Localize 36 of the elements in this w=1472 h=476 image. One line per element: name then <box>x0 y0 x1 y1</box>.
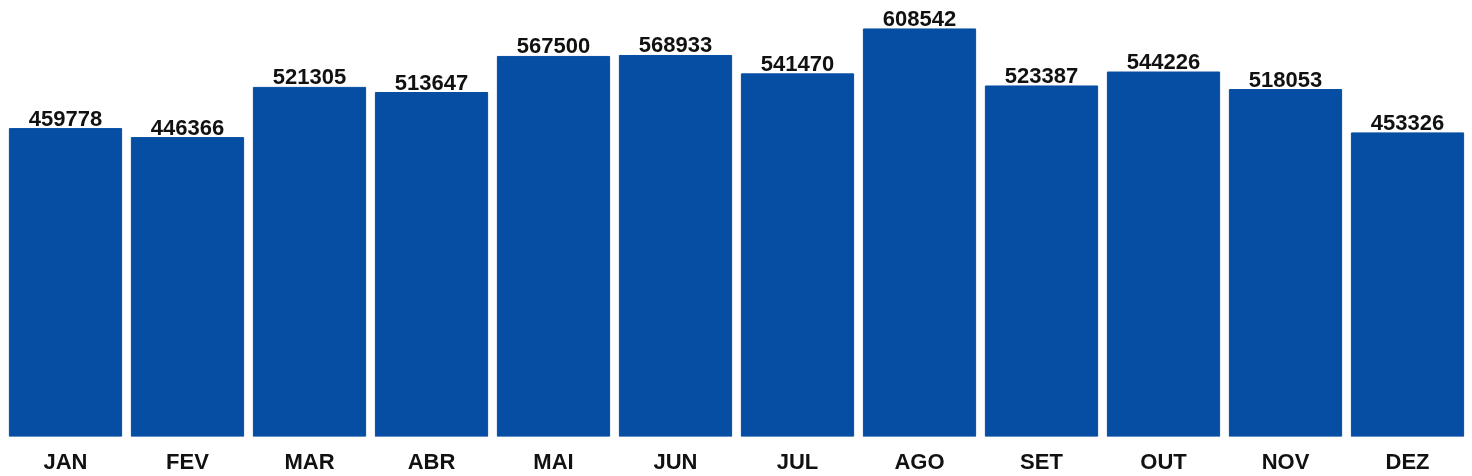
data-label: 568933 <box>638 32 713 58</box>
x-tick-label: ABR <box>407 448 456 474</box>
data-label: 459778 <box>28 105 103 131</box>
data-label: 608542 <box>882 5 957 31</box>
x-tick-label: MAI <box>533 448 574 474</box>
x-tick-label: NOV <box>1261 448 1310 474</box>
x-tick-label: JUN <box>653 448 698 474</box>
x-tick-label: JUL <box>776 448 819 474</box>
data-label: 521305 <box>272 64 347 90</box>
bar <box>374 92 489 437</box>
bar <box>1106 71 1221 437</box>
bar <box>618 54 733 437</box>
bar <box>8 128 123 437</box>
bar <box>1228 89 1343 437</box>
data-label: 446366 <box>150 114 225 140</box>
x-tick-label: OUT <box>1140 448 1188 474</box>
x-tick-label: SET <box>1020 448 1064 474</box>
x-tick-label: FEV <box>166 448 210 474</box>
data-label: 453326 <box>1370 109 1445 135</box>
data-label: 523387 <box>1004 62 1079 88</box>
x-tick-label: DEZ <box>1385 448 1430 474</box>
bar <box>496 55 611 437</box>
bar <box>1350 132 1465 437</box>
bar <box>984 85 1099 437</box>
data-label: 544226 <box>1126 49 1201 75</box>
bar <box>862 28 977 437</box>
data-label: 541470 <box>760 50 835 76</box>
data-label: 518053 <box>1248 66 1323 92</box>
bar <box>740 73 855 437</box>
x-tick-label: JAN <box>43 448 88 474</box>
bar <box>252 86 367 437</box>
data-label: 513647 <box>394 69 469 95</box>
x-tick-label: AGO <box>894 448 945 474</box>
bar <box>130 137 245 437</box>
data-label: 567500 <box>516 33 591 59</box>
x-tick-label: MAR <box>284 448 335 474</box>
